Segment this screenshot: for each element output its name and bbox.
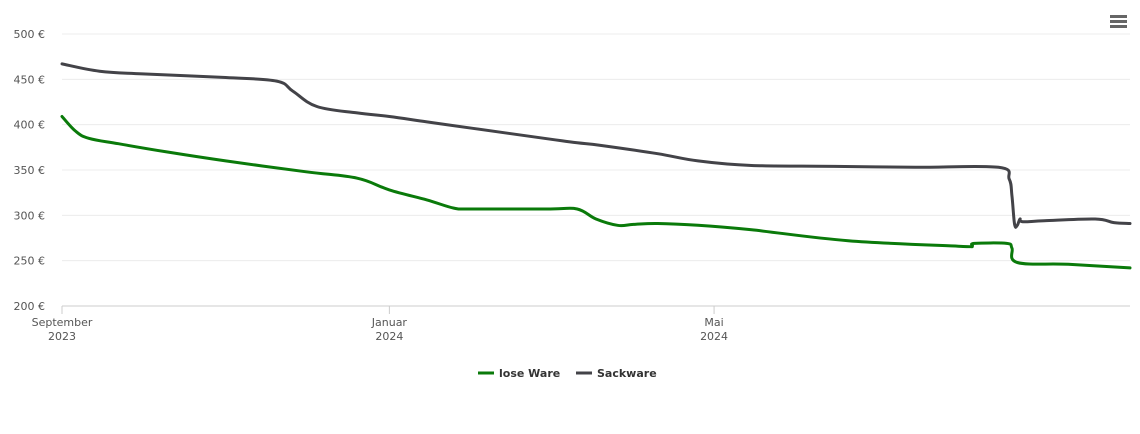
series-line-lose-ware	[60, 115, 1132, 270]
x-tick-label: Mai	[704, 316, 723, 329]
x-tick-year: 2024	[375, 330, 403, 343]
y-tick-label: 450 €	[14, 73, 46, 86]
legend: lose Ware Sackware	[478, 367, 657, 380]
legend-label: Sackware	[597, 367, 657, 380]
x-tick-label: September	[32, 316, 93, 329]
y-tick-label: 350 €	[14, 164, 46, 177]
series-line-sackware	[60, 62, 1132, 229]
series-lines	[60, 62, 1132, 270]
x-tick-year: 2023	[48, 330, 76, 343]
x-tick-year: 2024	[700, 330, 728, 343]
y-tick-label: 250 €	[14, 255, 46, 268]
y-tick-label: 200 €	[14, 300, 46, 313]
y-tick-label: 400 €	[14, 119, 46, 132]
legend-label: lose Ware	[499, 367, 560, 380]
y-axis-ticks: 200 € 250 € 300 € 350 € 400 € 450 € 500 €	[14, 28, 46, 313]
gridlines	[62, 33, 1130, 262]
hamburger-menu-icon[interactable]	[1110, 15, 1127, 28]
legend-item-lose-ware[interactable]: lose Ware	[478, 367, 560, 380]
y-tick-label: 500 €	[14, 28, 46, 41]
legend-item-sackware[interactable]: Sackware	[576, 367, 657, 380]
y-tick-label: 300 €	[14, 209, 46, 222]
x-tick-label: Januar	[371, 316, 408, 329]
